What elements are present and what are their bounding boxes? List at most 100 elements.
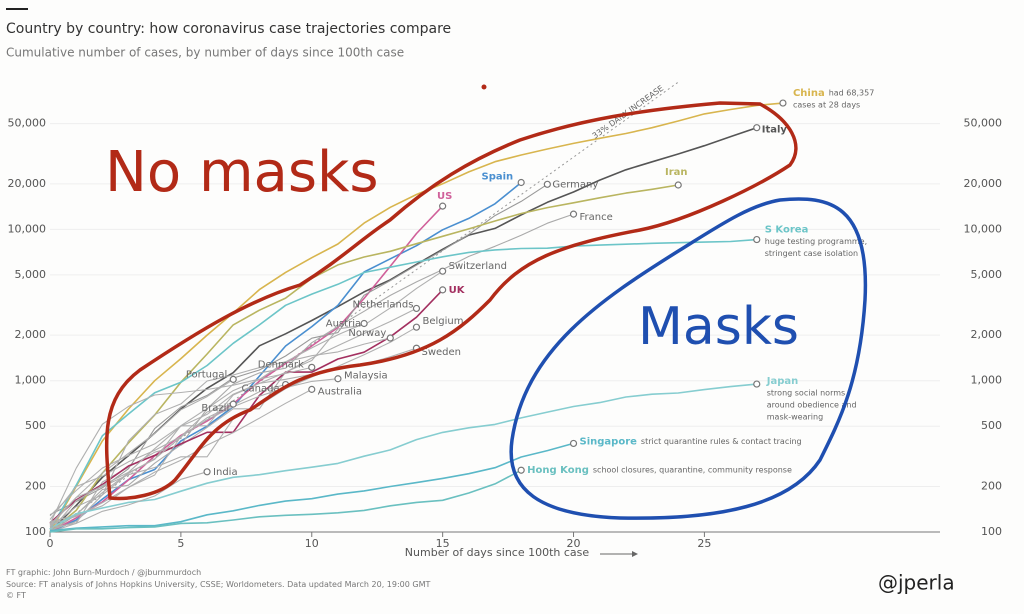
series-line (49, 102, 783, 533)
series-label: Canada (242, 384, 280, 395)
y2-tick-label: 50,000 (964, 117, 1003, 130)
series-line (49, 307, 417, 517)
series-end-point (439, 286, 447, 294)
series-end-point (753, 235, 761, 244)
x-tick-label: 0 (47, 537, 54, 550)
series-line (49, 337, 391, 528)
series-end-point (229, 400, 237, 408)
series-end-point (569, 210, 578, 218)
series-end-point (753, 380, 761, 388)
series-end-point (412, 323, 421, 331)
masks-annotation: Masks (638, 297, 799, 357)
x-tick-label: 10 (305, 537, 319, 550)
series-line (49, 388, 313, 526)
series-label: China (793, 88, 825, 99)
y-tick-label: 5,000 (15, 268, 47, 281)
series-label: Norway (348, 328, 386, 339)
series-note: around obedience and (767, 401, 857, 410)
series-label: UK (449, 285, 466, 296)
series-note: huge testing programme, (765, 237, 867, 246)
series-line (49, 403, 234, 520)
series-line (49, 383, 286, 531)
y2-tick-label: 500 (981, 419, 1002, 432)
series-line (49, 471, 208, 529)
series-note: stringent case isolation (765, 249, 858, 258)
series-end-point (517, 178, 525, 187)
series-end-point (334, 375, 342, 383)
series-label: Switzerland (449, 261, 507, 272)
y-tick-label: 1,000 (15, 374, 47, 387)
x-axis-label: Number of days since 100th case (405, 546, 590, 559)
series-label: Hong Kong (527, 465, 589, 476)
series-note: strong social norms (767, 389, 845, 398)
watermark: @jperla (878, 571, 955, 595)
series-end-point (753, 124, 761, 132)
series-end-point (203, 468, 211, 476)
clipped-lines (49, 81, 783, 533)
series-end-point (229, 375, 237, 383)
footer-copyright: © FT (6, 591, 26, 600)
series-label: Brazil (201, 403, 229, 414)
title-rule (6, 8, 28, 10)
series-end-point (569, 439, 578, 448)
series-line (49, 383, 757, 530)
y-tick-label: 100 (25, 525, 46, 538)
y-tick-label: 500 (25, 419, 46, 432)
footer-source: Source: FT analysis of Johns Hopkins Uni… (6, 580, 430, 589)
series-label: Portugal (186, 369, 227, 380)
series-label: Australia (318, 386, 362, 397)
series-line (49, 238, 757, 530)
y2-tick-label: 1,000 (971, 374, 1003, 387)
no-masks-outline (104, 101, 798, 501)
no-masks-annotation: No masks (105, 140, 379, 205)
series-label: Denmark (258, 359, 304, 370)
x-tick-label: 20 (567, 537, 581, 550)
x-tick-label: 25 (697, 537, 711, 550)
y2-tick-label: 10,000 (964, 222, 1003, 235)
series-label: India (213, 467, 238, 478)
series-line (49, 322, 365, 530)
series-end-point (543, 180, 551, 188)
series-note: strict quarantine rules & contact tracin… (641, 437, 802, 446)
series-label: Sweden (421, 347, 461, 358)
x-axis-arrowhead (632, 551, 638, 557)
series-line (49, 205, 444, 533)
series-label: Iran (665, 167, 688, 178)
series-end-point (439, 202, 447, 210)
series-line (49, 183, 548, 516)
series-label: S Korea (765, 225, 809, 236)
series-label: Singapore (580, 436, 638, 447)
footer-credit: FT graphic: John Burn-Murdoch / @jburnmu… (6, 568, 201, 577)
series-end-point (412, 304, 421, 313)
y-tick-label: 200 (25, 479, 46, 492)
series-label: US (437, 191, 452, 202)
series-label: Germany (552, 179, 598, 190)
series-label: Spain (482, 172, 514, 183)
series-note: had 68,357 (829, 89, 875, 98)
y2-tick-label: 20,000 (964, 177, 1003, 190)
series-end-point (439, 267, 447, 275)
series-note: mask-wearing (767, 413, 823, 422)
series-note: school closures, quarantine, community r… (593, 466, 792, 475)
series-note: cases at 28 days (793, 101, 860, 110)
x-tick-label: 5 (177, 537, 184, 550)
reference-line (49, 81, 679, 533)
series-end-point (674, 181, 682, 189)
y-tick-label: 2,000 (15, 328, 47, 341)
y2-tick-label: 5,000 (971, 268, 1003, 281)
series-line (49, 289, 444, 524)
series-label: Japan (766, 376, 799, 387)
series-line (49, 469, 522, 533)
series-end-point (386, 334, 394, 342)
series-end-point (308, 363, 316, 371)
series-label: Netherlands (353, 299, 414, 310)
y2-tick-label: 200 (981, 479, 1002, 492)
series-label: Malaysia (344, 371, 388, 382)
series-end-point (779, 99, 787, 107)
y-tick-label: 10,000 (8, 222, 47, 235)
y-tick-label: 50,000 (8, 117, 47, 130)
